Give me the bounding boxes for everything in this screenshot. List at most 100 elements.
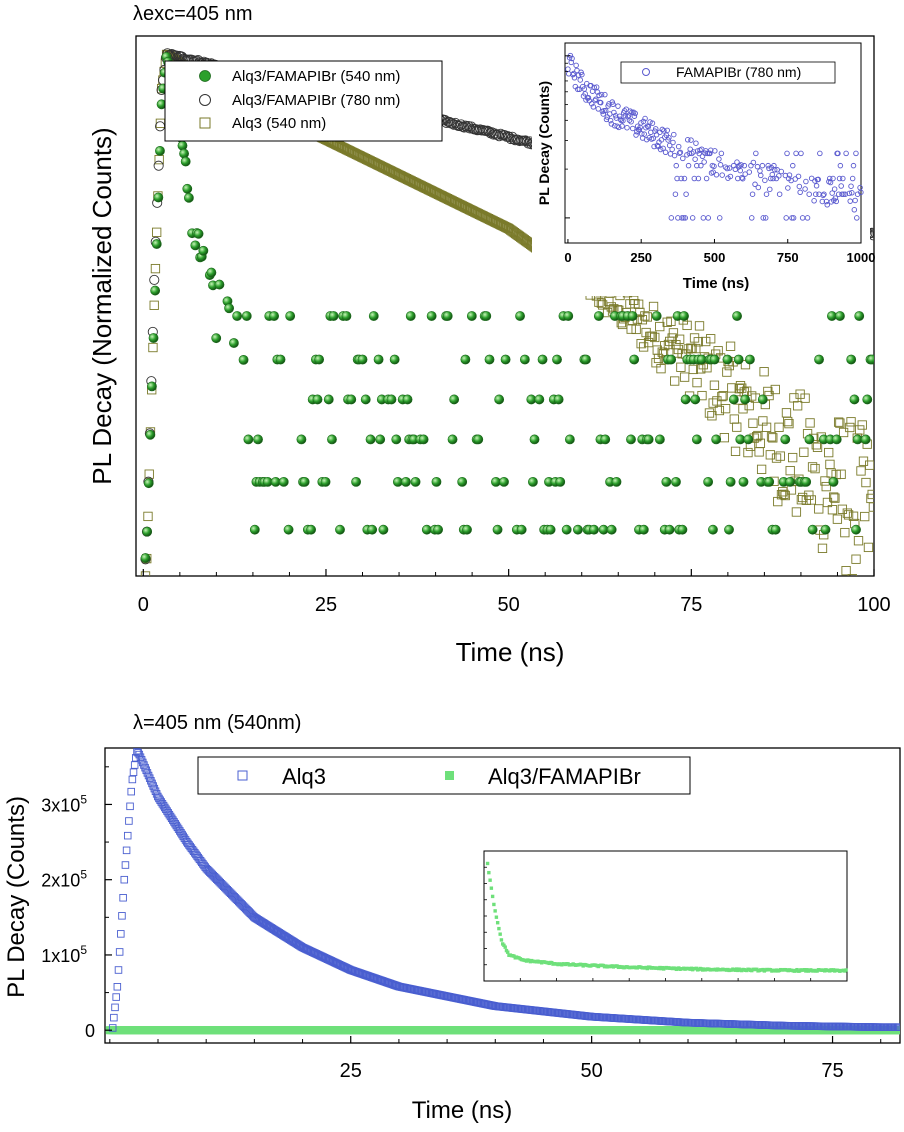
famapibr-780-point [827, 179, 834, 186]
alq3-540-point [713, 346, 723, 356]
alq3-540-point [867, 489, 874, 500]
famapibr-780-point [826, 175, 833, 182]
famapibr-780-point [622, 112, 629, 119]
alq3-540-point [766, 432, 777, 442]
alq3-540-point [718, 391, 728, 401]
alq3-famapibr-540-point [253, 434, 263, 445]
alq3-540-point [773, 496, 783, 507]
famapibr-780-point [785, 185, 791, 191]
famapibr-780-point [705, 215, 712, 221]
famapibr-780-point [650, 135, 657, 142]
alq3-famapibr-540-point [563, 311, 574, 321]
famapibr-780-point [803, 178, 809, 185]
famapibr-780-point [671, 131, 677, 138]
alq3-famapibr-540-point [410, 476, 421, 487]
alq3-540-point [824, 447, 834, 458]
famapibr-780-point [726, 165, 733, 171]
alq3-540-point [847, 574, 857, 576]
inset-point [506, 950, 510, 954]
alq3-famapibr-780-point [482, 125, 493, 136]
famapibr-780-point [716, 215, 723, 221]
alq3-540-point [804, 490, 814, 500]
bottom-y-tick-label: 0 [85, 1021, 95, 1041]
alq3-point [111, 1003, 119, 1012]
famapibr-780-point [778, 168, 785, 175]
alq3-famapibr-540-point [180, 156, 191, 167]
famapibr-780-point [815, 176, 821, 183]
alq3-famapibr-540-point [846, 354, 857, 365]
famapibr-780-point [645, 124, 652, 130]
alq3-famapibr-540-point [323, 394, 334, 405]
top-inset-legend-label: FAMAPIBr (780 nm) [676, 64, 801, 80]
alq3-famapibr-540-point [655, 434, 665, 445]
alq3-540-point [594, 297, 604, 307]
famapibr-780-point [619, 123, 625, 129]
alq3-540-point [785, 465, 795, 476]
top-legend-label-1: Alq3/FAMAPIBr (780 nm) [232, 92, 400, 109]
alq3-famapibr-540-point [367, 524, 378, 535]
alq3-famapibr-540-point [770, 524, 781, 535]
alq3-point [112, 993, 120, 1001]
famapibr-780-point [741, 162, 748, 169]
top-plot-frame [135, 35, 875, 577]
famapibr-780-point [712, 148, 718, 154]
bottom-legend-label-0: Alq3 [282, 764, 326, 789]
famapibr-780-point [755, 184, 762, 191]
famapibr-780-point [830, 175, 836, 182]
famapibr-780-point [754, 163, 761, 170]
famapibr-780-point [696, 150, 702, 157]
alq3-point [136, 753, 145, 761]
alq3-famapibr-540-point [661, 476, 672, 487]
alq3-famapibr-540-point [328, 311, 339, 321]
alq3-famapibr-540-point [528, 476, 538, 487]
famapibr-780-point [734, 159, 740, 165]
famapibr-780-point [821, 191, 827, 197]
top-chart: λexc=405 nm 0 25 50 75 100 Time (ns) PL Deca… [87, 3, 891, 667]
famapibr-780-point [570, 71, 576, 78]
inset-point [492, 902, 496, 907]
bottom-plot-points [105, 748, 900, 1035]
alq3-famapibr-540-point [764, 476, 775, 487]
alq3-famapibr-540-point [740, 394, 751, 405]
alq3-540-point [856, 466, 866, 476]
alq3-point [149, 782, 157, 790]
alq3-famapibr-540-point [190, 240, 201, 251]
alq3-famapibr-540-point [278, 476, 289, 487]
alq3-famapibr-540-point [442, 311, 453, 321]
famapibr-780-point [680, 215, 687, 221]
alq3-famapibr-540-point [671, 476, 681, 487]
alq3-540-point [835, 418, 845, 428]
alq3-540-point [725, 341, 736, 351]
top-inset-y-axis-label: PL Decay (Counts) [536, 81, 552, 205]
alq3-famapibr-540-point [611, 476, 622, 487]
famapibr-780-point [853, 150, 859, 157]
alq3-famapibr-540-point [820, 524, 831, 535]
alq3-famapibr-540-point [431, 476, 442, 487]
alq3-famapibr-540-point [709, 354, 720, 365]
famapibr-780-point [790, 215, 797, 221]
alq3-540-point [643, 337, 654, 348]
alq3-famapibr-540-point [555, 476, 566, 487]
bottom-inset-plot-points [485, 861, 848, 973]
alq3-famapibr-540-point [651, 311, 662, 321]
alq3-famapibr-540-point [283, 524, 294, 535]
alq3-540-point [143, 511, 153, 522]
famapibr-780-point [636, 127, 643, 133]
alq3-famapibr-540-point [378, 524, 389, 535]
famapibr-780-point [662, 149, 669, 156]
alq3-famapibr-540-point [449, 394, 460, 405]
alq3-point [125, 817, 133, 825]
famapibr-780-point [767, 186, 773, 193]
alq3-famapibr-540-point [564, 434, 575, 445]
famapibr-780-point [839, 191, 845, 197]
bottom-x-tick-label: 75 [821, 1060, 843, 1082]
alq3-point [128, 775, 137, 784]
alq3-famapibr-540-point [148, 333, 159, 343]
alq3-famapibr-540-point [314, 354, 325, 365]
alq3-point [143, 769, 152, 777]
famapibr-780-point [616, 124, 622, 131]
alq3-famapibr-540-point [341, 311, 352, 321]
alq3-famapibr-540-point [492, 524, 503, 535]
famapibr-780-point [678, 175, 684, 182]
